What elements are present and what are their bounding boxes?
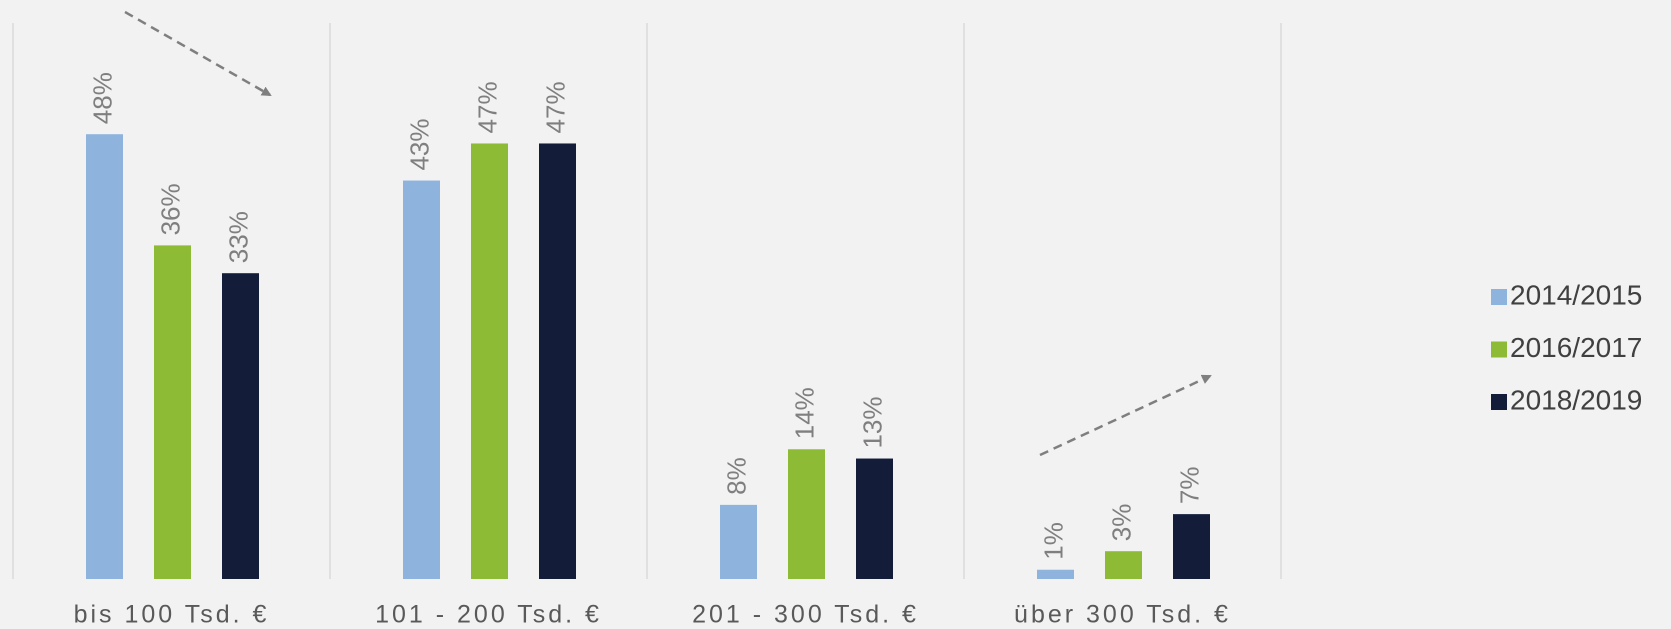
x-tick-label: 201 - 300 Tsd. €	[692, 601, 919, 629]
bar	[154, 245, 191, 579]
legend-label: 2016/2017	[1510, 332, 1642, 363]
data-label: 36%	[155, 183, 185, 235]
bar	[86, 134, 123, 579]
legend-swatch	[1491, 394, 1507, 410]
data-label: 47%	[540, 81, 570, 133]
data-label: 1%	[1038, 522, 1068, 560]
bar	[471, 143, 508, 579]
x-tick-label: 101 - 200 Tsd. €	[375, 601, 602, 629]
bar	[856, 458, 893, 579]
data-label: 48%	[87, 72, 117, 124]
x-tick-label: bis 100 Tsd. €	[74, 601, 270, 629]
bar	[1037, 569, 1074, 579]
bar	[720, 504, 757, 579]
data-label: 3%	[1106, 504, 1136, 542]
bar	[788, 449, 825, 579]
data-label: 7%	[1174, 467, 1204, 505]
legend-label: 2018/2019	[1510, 384, 1642, 415]
bar	[403, 180, 440, 580]
bar	[1105, 551, 1142, 579]
bar	[539, 143, 576, 579]
data-label: 14%	[789, 387, 819, 439]
trend-arrow	[124, 10, 272, 97]
data-label: 43%	[404, 118, 434, 170]
bar	[1173, 514, 1210, 579]
data-label: 47%	[472, 81, 502, 133]
legend-swatch	[1491, 289, 1507, 305]
data-label: 13%	[857, 396, 887, 448]
data-label: 33%	[223, 211, 253, 263]
x-tick-label: über 300 Tsd. €	[1014, 601, 1231, 629]
trend-arrow	[1039, 374, 1212, 457]
bar	[222, 273, 259, 579]
data-label: 8%	[721, 457, 751, 495]
legend-label: 2014/2015	[1510, 279, 1642, 310]
legend-swatch	[1491, 341, 1507, 358]
